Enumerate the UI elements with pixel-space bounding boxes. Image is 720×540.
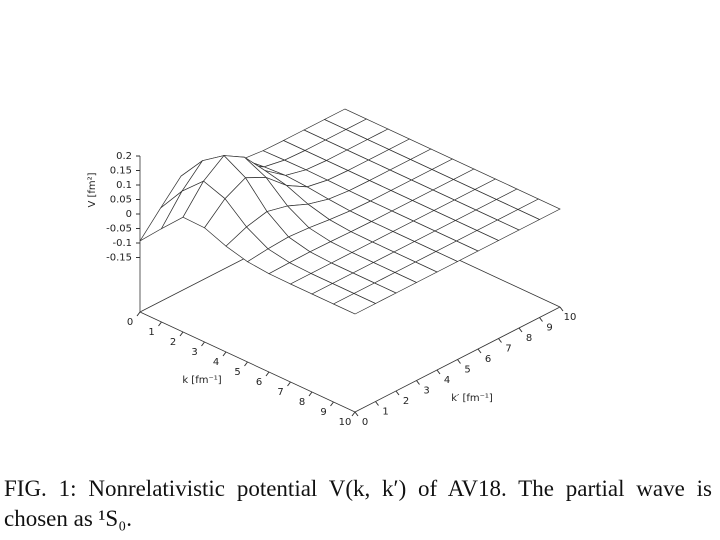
y-tick [539, 317, 543, 322]
y-tick [354, 411, 359, 417]
x-tick [244, 361, 248, 367]
x-tick [308, 391, 313, 397]
x-tick-label: 1 [148, 327, 154, 338]
x-tick-label: 3 [191, 347, 197, 358]
x-tick [201, 341, 205, 347]
y-tick [395, 390, 400, 396]
y-tick-label: 10 [564, 312, 577, 323]
caption: FIG. 1: Nonrelativistic potential V(k, k… [4, 476, 712, 531]
y-tick-label: 5 [464, 365, 470, 376]
z-axis-label: V [fm²] [87, 172, 98, 207]
z-tick-label: 0 [126, 209, 132, 220]
surface-cell [332, 293, 377, 315]
x-tick [351, 411, 356, 417]
y-tick-label: 4 [444, 375, 450, 386]
x-tick [158, 321, 162, 327]
x-tick-label: 9 [320, 407, 326, 418]
x-tick-label: 6 [256, 377, 262, 388]
y-tick [436, 369, 441, 375]
x-tick-label: 4 [213, 357, 219, 368]
y-tick-label: 8 [526, 333, 532, 344]
y-tick-label: 7 [505, 344, 511, 355]
y-tick [416, 380, 420, 385]
z-tick-label: 0.2 [116, 151, 132, 162]
z-tick-label: 0.1 [116, 180, 132, 191]
x-tick-label: 2 [170, 337, 176, 348]
x-tick [287, 381, 291, 387]
x-tick [265, 371, 270, 377]
chart: V [fm²] k [fm⁻¹] k′ [fm⁻¹] -0.15 -0.1 -0.0… [87, 108, 577, 428]
x-tick-label: 0 [127, 317, 133, 328]
y-tick-label: 3 [423, 386, 429, 397]
x-tick-label: 5 [234, 367, 240, 378]
y-tick [518, 327, 523, 333]
x-tick-label: 8 [299, 397, 305, 408]
z-tick-label: -0.1 [112, 238, 132, 249]
y-tick [498, 338, 502, 343]
x-tick-label: 10 [339, 417, 352, 428]
y-tick-label: 2 [403, 396, 409, 407]
z-tick-label: -0.05 [106, 224, 132, 235]
y-tick [375, 401, 379, 406]
x-tick [330, 401, 334, 407]
y-axis-label: k′ [fm⁻¹] [451, 393, 493, 404]
x-tick [179, 331, 184, 337]
y-tick [559, 306, 564, 312]
x-tick [222, 351, 227, 357]
z-tick-label: -0.15 [106, 253, 132, 264]
z-tick-label: 0.05 [110, 195, 132, 206]
y-tick-label: 6 [485, 354, 491, 365]
y-tick-label: 0 [362, 417, 368, 428]
y-tick-label: 1 [382, 407, 388, 418]
z-tick-label: 0.15 [110, 166, 132, 177]
y-tick [477, 348, 482, 354]
y-tick [457, 359, 461, 364]
x-tick-label: 7 [277, 387, 283, 398]
y-tick-label: 9 [546, 323, 552, 334]
x-tick [136, 311, 141, 317]
x-axis-label: k [fm⁻¹] [182, 375, 221, 386]
